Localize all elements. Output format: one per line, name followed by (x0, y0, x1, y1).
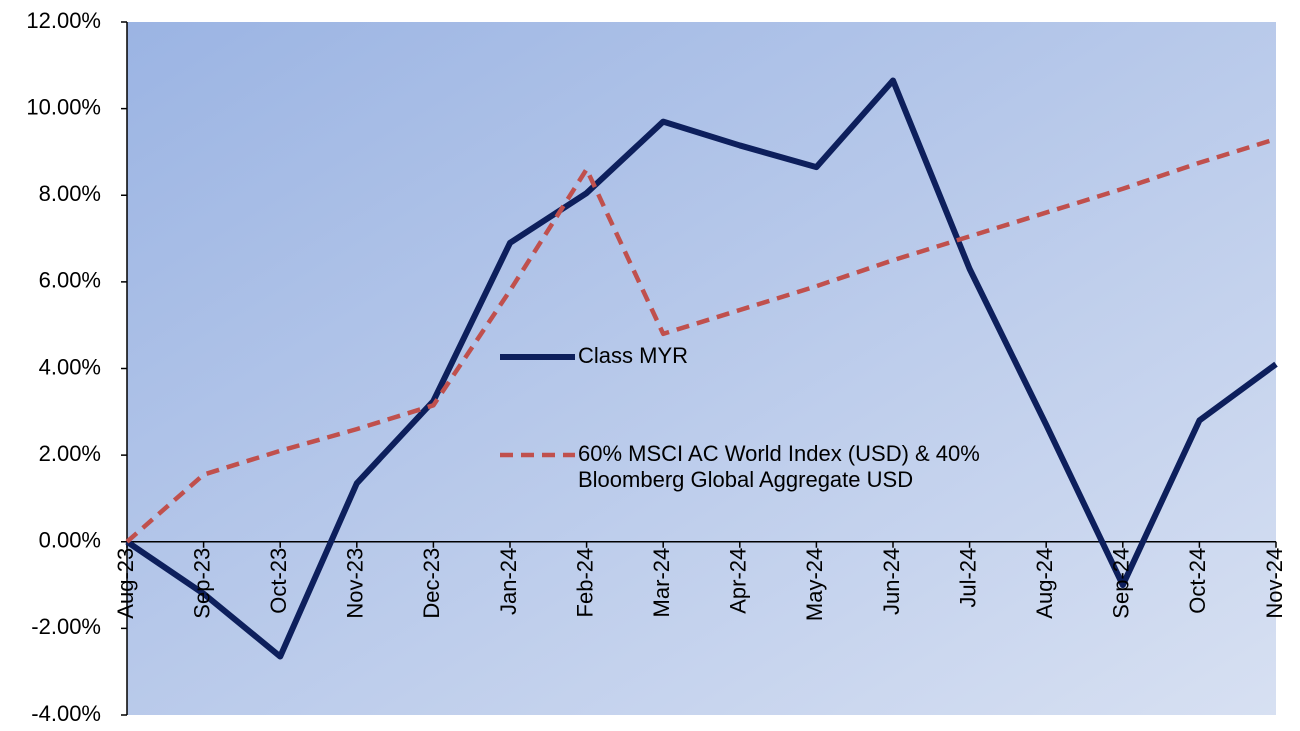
y-tick-label: 2.00% (39, 441, 101, 466)
x-tick-label: Mar-24 (649, 548, 674, 618)
legend-entry: 60% MSCI AC World Index (USD) & 40% Bloo… (578, 441, 980, 492)
x-tick-label: Nov-24 (1262, 548, 1287, 619)
x-tick-label: Jul-24 (955, 548, 980, 608)
x-tick-label: May-24 (802, 548, 827, 621)
x-tick-label: Sep-24 (1109, 548, 1134, 619)
plot-area (127, 22, 1276, 715)
y-tick-label: 10.00% (26, 94, 101, 119)
y-tick-label: 4.00% (39, 354, 101, 379)
series-line (125, 136, 1277, 544)
x-tick-label: Oct-24 (1185, 548, 1210, 614)
x-tick-label: Dec-23 (419, 548, 444, 619)
y-tick-label: 6.00% (39, 268, 101, 293)
y-tick-label: 0.00% (39, 528, 101, 553)
x-tick-label: Apr-24 (726, 548, 751, 614)
y-tick-label: 12.00% (26, 8, 101, 33)
legend-label: 60% MSCI AC World Index (USD) & 40% Bloo… (578, 441, 980, 492)
x-tick-label: Jun-24 (879, 548, 904, 615)
x-tick-label: Aug-24 (1032, 548, 1057, 619)
x-tick-label: Nov-23 (343, 548, 368, 619)
x-tick-label: Jan-24 (496, 548, 521, 615)
y-tick-label: 8.00% (39, 181, 101, 206)
legend-entry: Class MYR (578, 343, 689, 368)
x-tick-label: Sep-23 (189, 548, 214, 619)
legend-label: Class MYR (578, 343, 689, 368)
y-tick-label: -2.00% (31, 614, 101, 639)
series-line (125, 77, 1278, 660)
x-tick-label: Aug-23 (113, 548, 138, 619)
y-tick-label: -4.00% (31, 701, 101, 726)
x-tick-label: Oct-23 (266, 548, 291, 614)
x-tick-label: Feb-24 (572, 548, 597, 618)
